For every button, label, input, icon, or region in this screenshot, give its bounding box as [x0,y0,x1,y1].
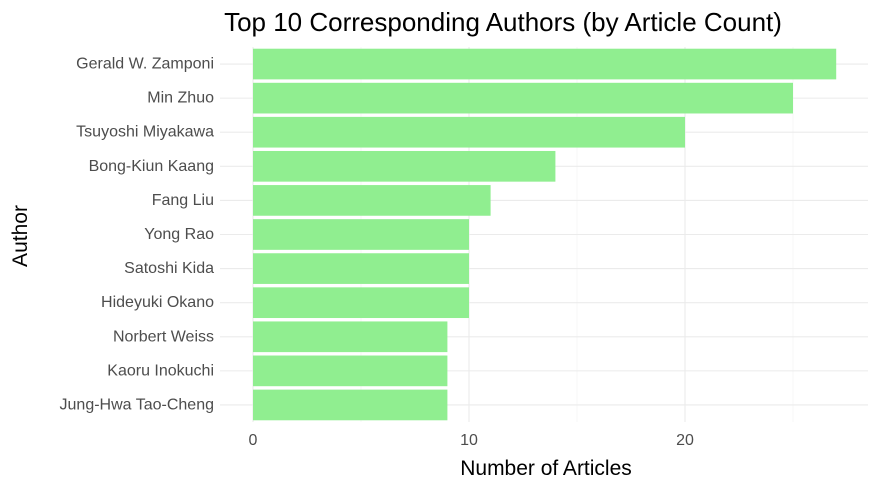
bar [253,82,793,114]
bar [253,48,837,80]
x-tick-labels: 0 10 20 [249,432,694,449]
y-tick-labels: Gerald W. Zamponi Min Zhuo Tsuyoshi Miyaka… [60,56,215,414]
bar [253,287,469,319]
bars [253,48,837,421]
y-tick-label: Hideyuki Okano [101,294,214,311]
bar [253,389,448,421]
bar [253,150,556,182]
bar [253,185,491,216]
y-tick-label: Yong Rao [144,226,214,243]
y-tick-label: Fang Liu [152,192,214,209]
y-tick-label: Gerald W. Zamponi [76,56,214,73]
bar [253,253,469,284]
x-tick-label: 10 [460,432,478,449]
x-tick-label: 0 [249,432,258,449]
y-tick-label: Satoshi Kida [124,260,214,277]
y-tick-label: Norbert Weiss [113,328,214,345]
bar [253,321,448,353]
x-tick-label: 20 [676,432,694,449]
bar [253,219,469,250]
bar [253,116,685,148]
bar [253,355,448,387]
chart-title: Top 10 Corresponding Authors (by Article… [224,7,782,37]
y-tick-label: Kaoru Inokuchi [107,362,214,379]
y-axis-title: Author [9,205,32,267]
y-tick-label: Min Zhuo [147,90,214,107]
y-tick-label: Tsuyoshi Miyakawa [76,124,214,141]
y-tick-label: Jung-Hwa Tao-Cheng [60,396,214,413]
x-axis-title: Number of Articles [460,457,632,480]
y-tick-label: Bong-Kiun Kaang [89,158,214,175]
